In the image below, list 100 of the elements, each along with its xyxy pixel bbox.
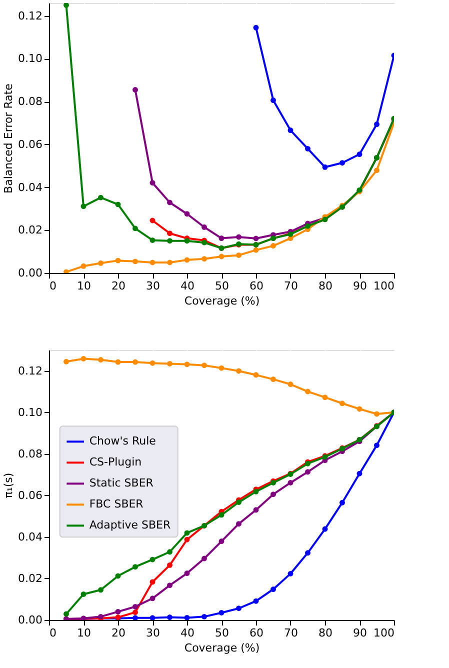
point bbox=[184, 614, 190, 620]
point bbox=[270, 243, 276, 249]
y-tick-label: 0.04 bbox=[18, 530, 42, 544]
x-tick-label: 30 bbox=[146, 626, 160, 640]
x-tick-label: 60 bbox=[250, 626, 264, 640]
point bbox=[150, 180, 156, 186]
point bbox=[322, 526, 328, 532]
y-axis-title: π₁(s) bbox=[2, 472, 16, 498]
x-tick-label: 40 bbox=[180, 626, 194, 640]
point bbox=[253, 247, 259, 253]
point bbox=[253, 372, 259, 378]
x-tick-label: 80 bbox=[318, 280, 332, 292]
point bbox=[64, 358, 69, 364]
point bbox=[167, 230, 172, 236]
x-tick-label: 0 bbox=[50, 280, 56, 292]
point bbox=[98, 260, 104, 266]
point bbox=[356, 470, 362, 476]
y-tick-label: 0.12 bbox=[18, 9, 42, 22]
y-tick-label: 0.02 bbox=[18, 572, 42, 585]
point bbox=[184, 211, 190, 217]
point bbox=[115, 258, 121, 264]
point bbox=[288, 382, 294, 388]
point bbox=[374, 442, 380, 448]
point bbox=[98, 194, 104, 200]
x-tick-label: 0 bbox=[50, 626, 56, 640]
y-axis-title: Balanced Error Rate bbox=[2, 83, 16, 194]
x-axis-title: Coverage (%) bbox=[184, 294, 260, 308]
legend-label: CS-Plugin bbox=[89, 456, 142, 469]
point bbox=[184, 536, 190, 542]
point bbox=[236, 252, 242, 258]
point bbox=[115, 359, 121, 365]
point bbox=[374, 411, 380, 417]
point bbox=[218, 610, 224, 616]
point bbox=[132, 87, 138, 93]
point bbox=[132, 226, 138, 232]
legend-label: Adaptive SBER bbox=[89, 518, 172, 532]
y-tick-label: 0.00 bbox=[18, 614, 42, 626]
point bbox=[305, 388, 310, 394]
point bbox=[115, 202, 121, 208]
point bbox=[322, 394, 328, 400]
point bbox=[64, 269, 69, 273]
point bbox=[236, 521, 242, 527]
x-tick-label: 90 bbox=[353, 280, 367, 292]
point bbox=[132, 258, 138, 264]
point bbox=[150, 360, 156, 366]
point bbox=[270, 586, 276, 592]
x-tick-label: 10 bbox=[77, 280, 91, 292]
point bbox=[150, 556, 156, 562]
point bbox=[218, 512, 224, 518]
point bbox=[132, 604, 138, 610]
point bbox=[98, 587, 104, 593]
point bbox=[132, 359, 138, 365]
point bbox=[374, 122, 380, 128]
x-tick-label: 20 bbox=[112, 626, 126, 640]
point bbox=[150, 579, 156, 585]
point bbox=[80, 356, 86, 362]
point bbox=[80, 263, 86, 269]
x-axis-title: Coverage (%) bbox=[184, 642, 260, 654]
point bbox=[150, 260, 156, 266]
point bbox=[305, 146, 310, 152]
point bbox=[270, 98, 276, 104]
y-tick-label: 0.00 bbox=[18, 266, 42, 280]
point bbox=[356, 406, 362, 412]
y-tick-label: 0.06 bbox=[18, 138, 42, 151]
x-tick-label: 50 bbox=[215, 626, 229, 640]
point bbox=[184, 570, 190, 576]
point bbox=[167, 360, 172, 366]
x-tick-label: 60 bbox=[250, 280, 264, 292]
point bbox=[253, 507, 259, 513]
point bbox=[253, 598, 259, 604]
point bbox=[184, 530, 190, 536]
legend-label: FBC SBER bbox=[89, 498, 144, 511]
point bbox=[80, 592, 86, 597]
x-tick-label: 100 bbox=[374, 280, 394, 292]
y-tick-label: 0.10 bbox=[18, 406, 42, 419]
x-tick-label: 100 bbox=[374, 626, 394, 640]
point bbox=[253, 236, 259, 242]
x-tick-label: 90 bbox=[353, 626, 367, 640]
y-tick-label: 0.12 bbox=[18, 364, 42, 378]
point bbox=[132, 610, 138, 616]
legend-label: Chow's Rule bbox=[89, 434, 156, 448]
point bbox=[64, 3, 69, 8]
point bbox=[150, 218, 156, 224]
point bbox=[340, 400, 345, 406]
x-tick-label: 50 bbox=[215, 280, 229, 292]
point bbox=[64, 611, 69, 617]
point bbox=[218, 538, 224, 544]
point bbox=[150, 237, 156, 243]
point bbox=[270, 376, 276, 382]
point bbox=[150, 596, 156, 602]
point bbox=[115, 573, 121, 579]
point bbox=[340, 160, 345, 166]
point bbox=[184, 362, 190, 368]
point bbox=[270, 492, 276, 498]
point bbox=[167, 562, 172, 568]
point bbox=[202, 224, 207, 230]
point bbox=[236, 234, 242, 240]
point bbox=[202, 556, 207, 562]
y-tick-label: 0.10 bbox=[18, 52, 42, 66]
point bbox=[202, 256, 207, 262]
